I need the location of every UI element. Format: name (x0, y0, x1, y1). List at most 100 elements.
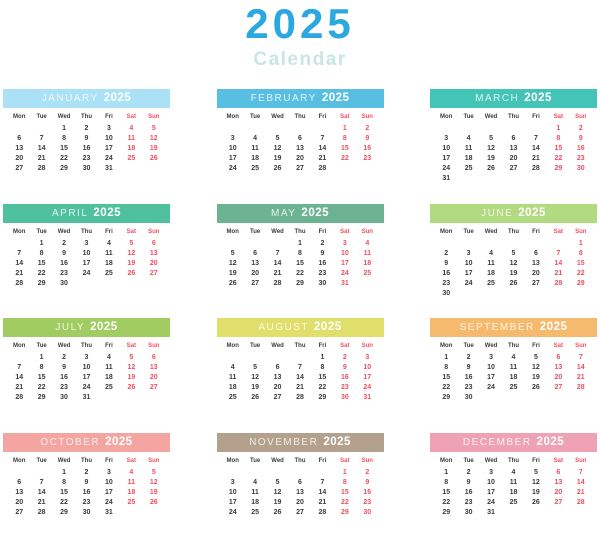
day-cell: 30 (363, 508, 372, 516)
day-cell: 1 (556, 125, 561, 132)
day-cell: 14 (15, 374, 24, 381)
weekday-label: Tue (36, 343, 47, 349)
day-cell: 28 (37, 165, 46, 172)
empty-day-cell (547, 289, 569, 299)
week-row: 11 12 13 14 15 16 17 (217, 373, 384, 383)
day-cell: 3 (84, 354, 89, 361)
day-cell: 3 (444, 135, 449, 142)
empty-day-cell (480, 174, 502, 184)
day-cell: 22 (554, 155, 563, 162)
day-cell: 17 (105, 488, 113, 496)
weekday-label: Thu (294, 457, 306, 464)
day-cell: 26 (532, 384, 540, 391)
day-cell: 20 (15, 155, 24, 162)
day-cell: 13 (554, 478, 563, 486)
week-row: 13 14 15 16 17 18 19 (3, 144, 170, 154)
day-cell: 26 (251, 394, 260, 401)
weekday-label: Mon (440, 228, 453, 235)
day-cell: 16 (60, 259, 68, 267)
month-name: SEPTEMBER (459, 322, 535, 333)
day-cell: 21 (37, 155, 46, 162)
weekday-label: Tue (250, 114, 261, 120)
day-cell: 13 (273, 374, 282, 381)
day-cell: 2 (62, 354, 67, 361)
empty-day-cell (502, 239, 524, 249)
day-cell: 10 (340, 249, 349, 257)
weekday-label: Thu (507, 457, 519, 464)
weekday-label: Wed (57, 114, 71, 120)
month-header: NOVEMBER 2025 (216, 432, 384, 452)
day-cell: 15 (60, 488, 68, 496)
weekday-label: Fri (318, 343, 327, 349)
day-cell: 18 (363, 259, 372, 267)
day-cell: 28 (37, 508, 46, 516)
weekday-row: Mon Tue Wed Thu Fri Sat Sun (3, 112, 170, 122)
empty-day-cell (266, 239, 288, 249)
week-row: 1 2 3 4 5 6 7 (430, 353, 597, 363)
day-cell: 12 (273, 488, 282, 496)
day-cell: 19 (251, 384, 260, 391)
weekday-label: Sat (340, 457, 350, 464)
day-cell: 18 (509, 488, 518, 496)
day-cell: 20 (554, 374, 563, 381)
day-cell: 21 (532, 155, 540, 162)
day-cell: 23 (82, 498, 91, 506)
day-cell: 27 (554, 498, 563, 506)
week-row: 18 19 20 21 22 23 24 (217, 383, 384, 393)
day-cell: 20 (509, 155, 518, 162)
day-cell: 28 (296, 394, 304, 401)
day-cell: 15 (340, 488, 349, 496)
empty-day-cell (525, 508, 547, 518)
day-cell: 12 (127, 364, 136, 371)
day-cell: 10 (105, 135, 113, 142)
empty-day-cell (480, 124, 502, 134)
weekday-label: Fri (532, 457, 540, 464)
day-cell: 29 (60, 165, 68, 172)
day-cell: 26 (149, 498, 158, 506)
day-cell: 3 (365, 354, 370, 361)
day-cell: 18 (105, 259, 113, 267)
day-cell: 1 (39, 354, 44, 361)
day-cell: 14 (532, 145, 540, 152)
month-name: OCTOBER (40, 436, 101, 448)
week-row: 17 18 19 20 21 22 23 (430, 154, 597, 164)
weekday-label: Thu (294, 343, 306, 349)
day-cell: 25 (127, 498, 136, 506)
day-cell: 16 (318, 259, 327, 267)
day-cell: 16 (576, 145, 585, 152)
month-header: SEPTEMBER 2025 (430, 318, 597, 337)
day-cell: 22 (37, 384, 46, 391)
weekday-label: Sat (126, 343, 137, 349)
empty-day-cell (502, 289, 524, 299)
day-cell: 29 (37, 279, 46, 287)
weekday-label: Sun (148, 114, 160, 120)
empty-day-cell (244, 239, 266, 249)
day-cell: 11 (105, 249, 113, 257)
day-cell: 7 (320, 478, 325, 486)
day-cell: 12 (228, 259, 237, 267)
day-cell: 12 (532, 364, 540, 371)
day-cell: 10 (82, 249, 91, 257)
day-cell: 20 (149, 374, 158, 381)
weekday-label: Sun (361, 457, 373, 464)
day-cell: 25 (509, 498, 518, 506)
day-cell: 28 (576, 384, 585, 391)
day-cell: 2 (342, 354, 347, 361)
day-cell: 13 (149, 364, 158, 371)
day-cell: 25 (105, 384, 113, 391)
day-cell: 24 (464, 279, 473, 287)
weekday-label: Wed (484, 114, 498, 120)
day-cell: 1 (342, 125, 347, 132)
day-cell: 8 (320, 364, 325, 371)
month-header: FEBRUARY 2025 (216, 89, 384, 108)
day-cell: 17 (82, 259, 91, 267)
day-cell: 2 (62, 239, 67, 247)
day-cell: 3 (466, 249, 471, 257)
day-cell: 12 (149, 478, 158, 486)
day-cell: 22 (442, 498, 451, 506)
day-cell: 9 (365, 478, 370, 486)
day-cell: 30 (464, 508, 473, 516)
